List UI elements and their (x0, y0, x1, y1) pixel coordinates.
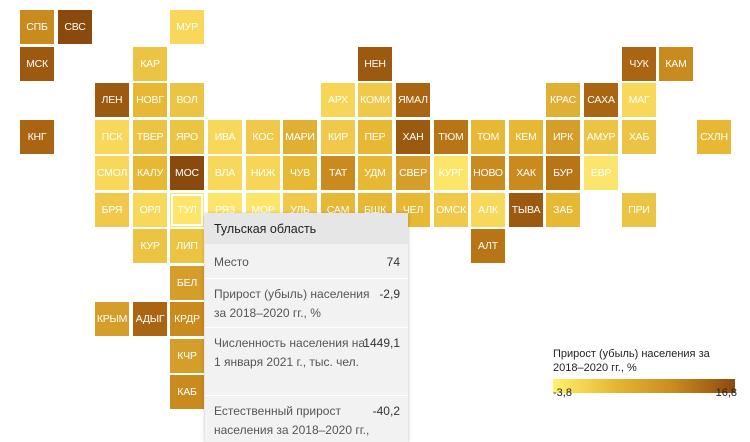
region-tile-ЕВР[interactable]: ЕВР (584, 156, 618, 190)
region-tile-НИЖ[interactable]: НИЖ (246, 156, 280, 190)
region-tile-БРЯ[interactable]: БРЯ (95, 193, 129, 227)
region-tile-МОС[interactable]: МОС (170, 156, 204, 190)
legend-max: 16,8 (715, 387, 737, 399)
region-tile-ИВА[interactable]: ИВА (208, 120, 242, 154)
region-tile-МАГ[interactable]: МАГ (622, 83, 656, 117)
region-tile-ТЮМ[interactable]: ТЮМ (434, 120, 468, 154)
region-tile-ТОМ[interactable]: ТОМ (471, 120, 505, 154)
region-tile-КУРГ[interactable]: КУРГ (434, 156, 468, 190)
region-tile-КРЫМ[interactable]: КРЫМ (95, 302, 129, 336)
region-tile-АДЫГ[interactable]: АДЫГ (133, 302, 167, 336)
tooltip-label-population: Численность населения на 1 января 2021 г… (214, 336, 366, 369)
region-tile-НЕН[interactable]: НЕН (358, 47, 392, 81)
region-tile-КАМ[interactable]: КАМ (659, 47, 693, 81)
region-tile-СВЕР[interactable]: СВЕР (396, 156, 430, 190)
region-tile-ЛЕН[interactable]: ЛЕН (95, 83, 129, 117)
region-tile-ХАН[interactable]: ХАН (396, 120, 430, 154)
tooltip-title: Тульская область (205, 213, 408, 244)
region-tile-БЕЛ[interactable]: БЕЛ (170, 266, 204, 300)
region-tile-НОВГ[interactable]: НОВГ (133, 83, 167, 117)
region-tile-УДМ[interactable]: УДМ (358, 156, 392, 190)
region-tile-КРАС[interactable]: КРАС (546, 83, 580, 117)
region-tile-КОМИ[interactable]: КОМИ (358, 83, 392, 117)
region-tile-ХАБ[interactable]: ХАБ (622, 120, 656, 154)
region-tile-ЧУК[interactable]: ЧУК (622, 47, 656, 81)
legend-gradient (553, 379, 735, 393)
tooltip-row-population: Численность населения на 1 января 2021 г… (214, 334, 400, 372)
region-tile-ЗАБ[interactable]: ЗАБ (546, 193, 580, 227)
region-tile-ЯМАЛ[interactable]: ЯМАЛ (396, 83, 430, 117)
region-tile-ИРК[interactable]: ИРК (546, 120, 580, 154)
region-tile-ПСК[interactable]: ПСК (95, 120, 129, 154)
region-tile-ОМСК[interactable]: ОМСК (434, 193, 468, 227)
region-tile-КАР[interactable]: КАР (133, 47, 167, 81)
region-tile-ТУЛ[interactable]: ТУЛ (170, 193, 204, 227)
tooltip-row-rank: Место 74 (214, 253, 400, 272)
region-tile-СПБ[interactable]: СПБ (20, 10, 54, 44)
region-tile-БУР[interactable]: БУР (546, 156, 580, 190)
region-tile-КУР[interactable]: КУР (133, 229, 167, 263)
region-tile-КЧР[interactable]: КЧР (170, 339, 204, 373)
region-tile-ЛИП[interactable]: ЛИП (170, 229, 204, 263)
region-tooltip: Тульская область Место 74 Прирост (убыль… (205, 213, 408, 442)
region-tile-САХА[interactable]: САХА (584, 83, 618, 117)
tooltip-label-rank: Место (214, 255, 249, 269)
region-tile-ПРИ[interactable]: ПРИ (622, 193, 656, 227)
tooltip-row-growth: Прирост (убыль) населения за 2018–2020 г… (214, 285, 400, 323)
region-tile-ВОЛ[interactable]: ВОЛ (170, 83, 204, 117)
region-tile-ОРЛ[interactable]: ОРЛ (133, 193, 167, 227)
region-tile-МАРИ[interactable]: МАРИ (283, 120, 317, 154)
region-tile-АМУР[interactable]: АМУР (584, 120, 618, 154)
region-tile-АЛТ[interactable]: АЛТ (471, 229, 505, 263)
region-tile-СВС[interactable]: СВС (58, 10, 92, 44)
color-legend: Прирост (убыль) населения за 2018–2020 г… (553, 347, 737, 399)
region-tile-ХАК[interactable]: ХАК (509, 156, 543, 190)
region-tile-НОВО[interactable]: НОВО (471, 156, 505, 190)
region-tile-КНГ[interactable]: КНГ (20, 120, 54, 154)
region-tile-ТЫВА[interactable]: ТЫВА (509, 193, 543, 227)
region-tile-КРДР[interactable]: КРДР (170, 302, 204, 336)
legend-title: Прирост (убыль) населения за 2018–2020 г… (553, 348, 710, 374)
region-tile-МУР[interactable]: МУР (170, 10, 204, 44)
tooltip-row-natural: Естественный прирост населения за 2018–2… (214, 402, 400, 440)
tooltip-value-growth: -2,9 (379, 287, 400, 301)
tooltip-label-growth: Прирост (убыль) населения за 2018–2020 г… (214, 287, 370, 320)
tooltip-value-population: 1449,1 (363, 336, 400, 350)
region-tile-ПЕР[interactable]: ПЕР (358, 120, 392, 154)
region-tile-АЛК[interactable]: АЛК (471, 193, 505, 227)
region-tile-КАЛУ[interactable]: КАЛУ (133, 156, 167, 190)
tooltip-value-natural: -40,2 (372, 404, 400, 418)
region-tile-ТАТ[interactable]: ТАТ (321, 156, 355, 190)
tooltip-label-natural: Естественный прирост населения за 2018–2… (214, 404, 370, 437)
region-tile-ВЛА[interactable]: ВЛА (208, 156, 242, 190)
region-tile-ЯРО[interactable]: ЯРО (170, 120, 204, 154)
region-tile-КЕМ[interactable]: КЕМ (509, 120, 543, 154)
region-tile-СХЛН[interactable]: СХЛН (697, 120, 731, 154)
region-tile-ТВЕР[interactable]: ТВЕР (133, 120, 167, 154)
legend-min: -3,8 (553, 387, 572, 399)
region-tile-АРХ[interactable]: АРХ (321, 83, 355, 117)
region-tile-КИР[interactable]: КИР (321, 120, 355, 154)
region-tile-СМОЛ[interactable]: СМОЛ (95, 156, 129, 190)
region-tile-МСК[interactable]: МСК (20, 47, 54, 81)
region-tile-КАБ[interactable]: КАБ (170, 375, 204, 409)
region-tile-КОС[interactable]: КОС (246, 120, 280, 154)
tooltip-value-rank: 74 (386, 255, 400, 269)
region-tile-ЧУВ[interactable]: ЧУВ (283, 156, 317, 190)
